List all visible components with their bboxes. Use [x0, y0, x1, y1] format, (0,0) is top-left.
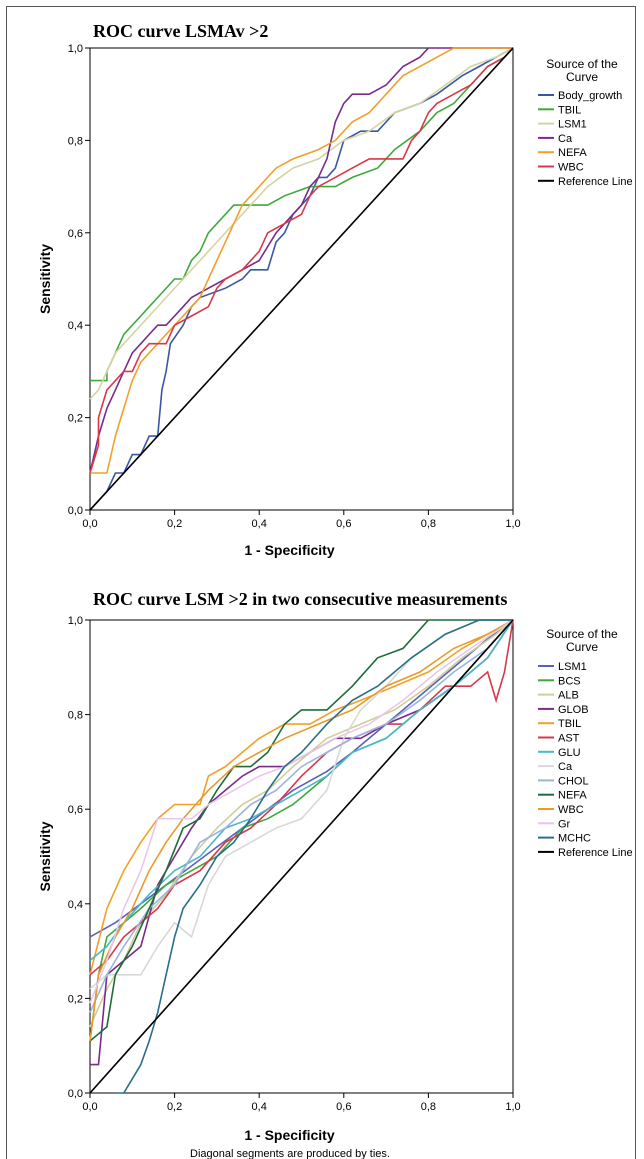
chart-title-1: ROC curve LSMAv >2 [93, 21, 268, 41]
y-tick-label: 0,6 [68, 228, 83, 240]
y-tick-label: 0,2 [68, 413, 83, 425]
roc-line-ca [89, 619, 513, 990]
y-tick-label: 0,4 [68, 899, 83, 911]
y-tick-label: 1,0 [68, 43, 83, 55]
roc-line-mchc [115, 619, 513, 1094]
roc-line-glu [89, 619, 514, 962]
legend-label: MCHC [558, 833, 591, 845]
legend-title: Source of the [546, 57, 618, 71]
y-tick-label: 0,6 [68, 804, 83, 816]
roc-line-gr [89, 619, 514, 1004]
roc-line-chol [89, 619, 514, 1013]
x-tick-label: 1,0 [505, 518, 520, 530]
legend-label: WBC [558, 162, 584, 174]
x-tick-label: 0,6 [336, 1101, 351, 1113]
x-tick-label: 0,8 [421, 518, 436, 530]
legend-label: Body_growth [558, 90, 622, 102]
legend-title: Curve [566, 70, 598, 84]
legend-label: Reference Line [558, 176, 633, 188]
y-axis-label-2: Sensitivity [37, 821, 53, 891]
legend-label: GLOB [558, 704, 589, 716]
footnote: Diagonal segments are produced by ties. [190, 1148, 390, 1159]
x-tick-label: 0,4 [252, 1101, 267, 1113]
roc-line-nefa [90, 47, 513, 474]
x-tick-label: 0,0 [82, 1101, 97, 1113]
x-axis-label-1: 1 - Specificity [244, 542, 334, 558]
plot-area-2 [89, 619, 514, 1094]
legend-label: Ca [558, 133, 573, 145]
x-tick-label: 1,0 [505, 1101, 520, 1113]
y-tick-label: 0,8 [68, 710, 83, 722]
y-tick-label: 0,4 [68, 320, 83, 332]
x-tick-label: 0,4 [252, 518, 267, 530]
chart-title-2: ROC curve LSM >2 in two consecutive meas… [93, 589, 507, 609]
legend-label: CHOL [558, 775, 589, 787]
legend-label: LSM1 [558, 661, 587, 673]
legend-label: Ca [558, 761, 573, 773]
roc-line-lsm1 [89, 47, 514, 400]
x-tick-label: 0,2 [167, 518, 182, 530]
legend-label: Reference Line [558, 847, 633, 859]
legend-label: TBIL [558, 718, 581, 730]
x-tick-label: 0,0 [82, 518, 97, 530]
y-tick-label: 0,2 [68, 993, 83, 1005]
y-tick-label: 0,0 [68, 1088, 83, 1100]
legend-label: GLU [558, 747, 581, 759]
roc-line-glob [90, 619, 514, 1066]
legend-label: BCS [558, 675, 581, 687]
plot-area-1 [89, 47, 514, 511]
roc-line-tbil [89, 619, 514, 975]
legend-label: LSM1 [558, 119, 587, 131]
legend-label: ALB [558, 690, 579, 702]
legend-label: TBIL [558, 104, 581, 116]
y-tick-label: 1,0 [68, 615, 83, 627]
y-axis-label-1: Sensitivity [37, 244, 53, 314]
x-tick-label: 0,2 [167, 1101, 182, 1113]
legend-label: NEFA [558, 147, 587, 159]
roc-line-nefa [89, 619, 513, 1042]
legend-label: WBC [558, 804, 584, 816]
roc-line-wbc [89, 47, 514, 474]
roc-line-reference-line [89, 619, 514, 1094]
y-tick-label: 0,8 [68, 135, 83, 147]
x-tick-label: 0,6 [336, 518, 351, 530]
roc-line-wbc [89, 619, 514, 1042]
legend-title: Source of the [546, 627, 618, 641]
y-tick-label: 0,0 [68, 505, 83, 517]
legend-title: Curve [566, 640, 598, 654]
legend-label: NEFA [558, 790, 587, 802]
x-axis-label-2: 1 - Specificity [244, 1127, 334, 1143]
roc-line-ca [89, 47, 513, 474]
roc-line-ast [89, 619, 514, 976]
legend-label: AST [558, 733, 580, 745]
legend-label: Gr [558, 818, 571, 830]
roc-line-tbil [90, 47, 514, 382]
x-tick-label: 0,8 [421, 1101, 436, 1113]
roc-line-reference-line [89, 47, 514, 511]
